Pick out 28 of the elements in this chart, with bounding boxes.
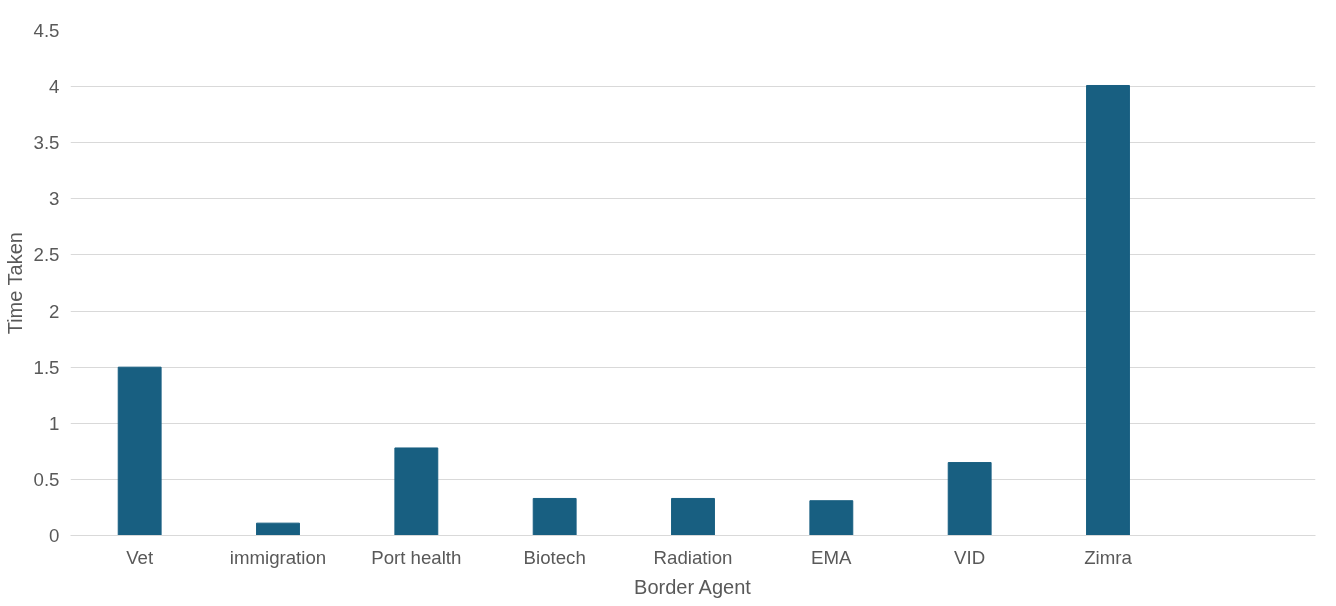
y-tick-label: 4.5	[33, 20, 60, 41]
y-tick-label: 2.5	[33, 244, 60, 266]
x-tick-label: Vet	[126, 546, 154, 568]
y-tick-label: 3.5	[33, 132, 60, 154]
x-axis-title: Border Agent	[634, 575, 752, 598]
bar	[671, 497, 715, 536]
y-tick-label: 0	[49, 525, 60, 546]
bar	[256, 522, 300, 536]
y-tick-label: 2	[49, 300, 60, 322]
x-tick-label: Radiation	[653, 546, 733, 568]
bar	[947, 462, 992, 536]
x-tick-label: Zimra	[1084, 546, 1133, 568]
y-tick-label: 4	[49, 76, 60, 98]
bar	[809, 500, 854, 536]
x-tick-label: immigration	[229, 546, 327, 568]
x-tick-label: EMA	[811, 546, 853, 568]
x-tick-label: Biotech	[523, 546, 586, 568]
x-tick-label: Port health	[371, 546, 462, 568]
y-tick-label: 1	[49, 412, 60, 434]
y-axis-title: Time Taken	[3, 232, 26, 335]
y-tick-label: 1.5	[33, 356, 60, 378]
x-tick-label: VID	[954, 546, 986, 568]
bar	[532, 497, 577, 536]
y-tick-label: 3	[49, 188, 60, 210]
bar	[117, 366, 162, 536]
bar	[1086, 84, 1130, 536]
y-tick-label: 0.5	[33, 468, 60, 490]
bar	[394, 447, 439, 536]
